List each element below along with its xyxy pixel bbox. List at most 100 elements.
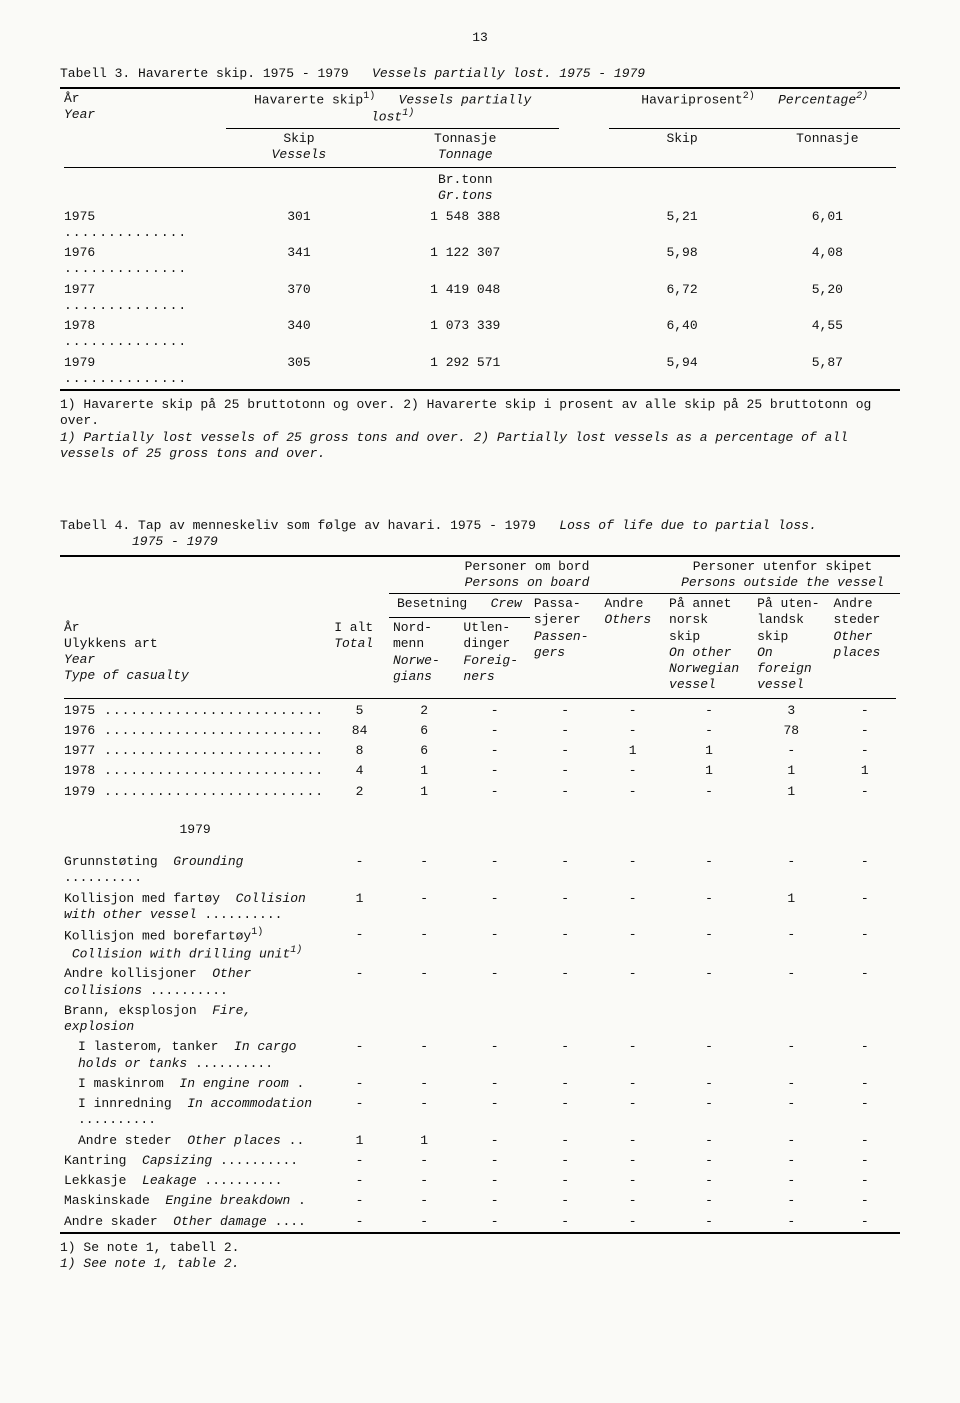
table-row: I innredning In accommodation .......... — [60, 1094, 330, 1131]
table-row: I maskinrom In engine room . — [60, 1074, 330, 1094]
cell: - — [459, 701, 529, 721]
cell: - — [600, 1171, 665, 1191]
t4-persons-en: Persons on board — [465, 575, 590, 590]
cell: 5,20 — [755, 280, 900, 317]
cell: 1 073 339 — [372, 316, 559, 353]
cell: - — [665, 782, 753, 802]
cell: - — [753, 1171, 829, 1191]
cell: - — [530, 1037, 600, 1074]
cell: 305 — [226, 353, 371, 390]
table-row: 1975 — [60, 701, 330, 721]
cell: 6,40 — [609, 316, 754, 353]
cell: - — [600, 964, 665, 1001]
table-row: 1976 — [60, 243, 226, 280]
table-row: 1979 — [60, 782, 330, 802]
cell: - — [753, 1151, 829, 1171]
table-row: 1979 — [60, 353, 226, 390]
t4-outside-en: Persons outside the vessel — [681, 575, 884, 590]
c: År — [64, 620, 80, 635]
cell: 1 — [753, 761, 829, 781]
table3-caption: Tabell 3. Havarerte skip. 1975 - 1979 Ve… — [60, 66, 900, 82]
cell: - — [530, 741, 600, 761]
c: Year — [64, 652, 95, 667]
cell: - — [665, 1094, 753, 1131]
cell: - — [389, 1191, 459, 1211]
cell: - — [459, 1212, 529, 1232]
cell: - — [829, 1151, 900, 1171]
cell: 78 — [753, 721, 829, 741]
cell: - — [600, 1094, 665, 1131]
cell: 1 — [389, 761, 459, 781]
c: Utlen- — [463, 620, 510, 635]
t4-crew-en: Crew — [491, 596, 522, 611]
cell: - — [459, 741, 529, 761]
cell: 4 — [330, 761, 389, 781]
cell: - — [665, 1037, 753, 1074]
cell: - — [389, 1151, 459, 1171]
cell: 1 — [330, 1131, 389, 1151]
cell: - — [459, 925, 529, 964]
t3-sub-skip-no: Skip — [283, 131, 314, 146]
table-row: I lasterom, tanker In cargo holds or tan… — [60, 1037, 330, 1074]
cell: - — [600, 1074, 665, 1094]
cell: - — [753, 1212, 829, 1232]
cell: 2 — [389, 701, 459, 721]
cell: - — [829, 1212, 900, 1232]
c: På uten- — [757, 596, 819, 611]
cell: - — [829, 1171, 900, 1191]
c: Total — [334, 636, 373, 651]
c: I alt — [334, 620, 373, 635]
cell: 1 — [665, 741, 753, 761]
t4-section-year: 1979 — [60, 820, 330, 840]
cell: - — [330, 1212, 389, 1232]
t4-crew-no: Besetning — [397, 596, 467, 611]
cell: - — [389, 925, 459, 964]
cell: 6,01 — [755, 207, 900, 244]
page-number: 13 — [60, 30, 900, 46]
c: dinger — [463, 636, 510, 651]
cell: 1 — [829, 761, 900, 781]
cell: - — [600, 1212, 665, 1232]
cell: - — [829, 852, 900, 889]
cell: - — [459, 1037, 529, 1074]
c: landsk — [757, 612, 804, 627]
cell: - — [530, 852, 600, 889]
cell: 5,94 — [609, 353, 754, 390]
cell: - — [600, 761, 665, 781]
cell: 5,98 — [609, 243, 754, 280]
cell: - — [665, 1074, 753, 1094]
cell: - — [665, 1171, 753, 1191]
c: Passa- — [534, 596, 581, 611]
table3-caption-en: Vessels partially lost. 1975 - 1979 — [372, 66, 645, 81]
cell: - — [665, 1212, 753, 1232]
table-row: 1976 — [60, 721, 330, 741]
cell: - — [459, 852, 529, 889]
table-row: Andre skader Other damage .... — [60, 1212, 330, 1232]
cell: - — [459, 1131, 529, 1151]
cell: - — [829, 1191, 900, 1211]
cell: 1 — [389, 1131, 459, 1151]
t3-sub-tonn-no: Tonnasje — [434, 131, 496, 146]
table-row: Kollisjon med fartøy Collision with othe… — [60, 889, 330, 926]
cell: 341 — [226, 243, 371, 280]
cell: 2 — [330, 782, 389, 802]
c: Andre — [833, 596, 872, 611]
cell: - — [665, 1191, 753, 1211]
cell: - — [330, 1074, 389, 1094]
cell: - — [459, 889, 529, 926]
table-row: 1978 — [60, 316, 226, 353]
cell: - — [459, 1191, 529, 1211]
t3-grp2-no: Havariprosent — [641, 92, 742, 107]
cell: - — [530, 1074, 600, 1094]
cell: - — [753, 1074, 829, 1094]
c: Norwegian — [669, 661, 739, 676]
c: sjerer — [534, 612, 581, 627]
table-row: Kantring Capsizing .......... — [60, 1151, 330, 1171]
rule — [60, 389, 900, 391]
c: Norwe- — [393, 653, 440, 668]
t4-foot-en: 1) See note 1, table 2. — [60, 1256, 900, 1272]
cell: - — [665, 925, 753, 964]
cell: - — [829, 889, 900, 926]
cell: 1 122 307 — [372, 243, 559, 280]
cell: - — [530, 1191, 600, 1211]
